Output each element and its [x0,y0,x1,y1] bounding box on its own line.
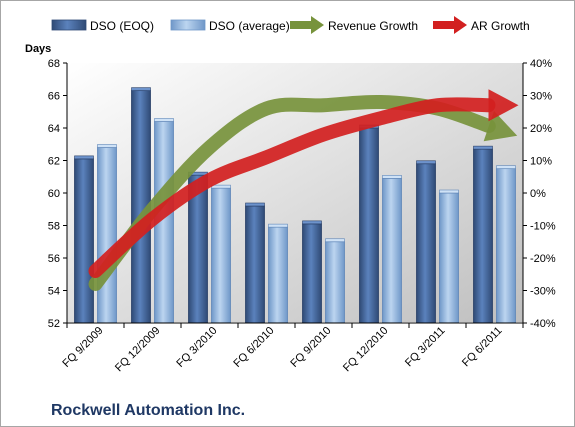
bar-dso-average [97,147,117,324]
bar-top-dso-average [382,175,402,179]
bar-top-dso-eoq [131,87,151,91]
bar-top-dso-average [211,184,231,189]
legend-label-ar-growth: AR Growth [471,19,530,33]
legend-swatch-revenue-growth [290,16,324,34]
y-tick-label: 60 [48,188,60,200]
bar-top-dso-average [496,165,516,169]
y-tick-label: 66 [48,91,60,103]
legend-label-dso-eoq: DSO (EOQ) [90,19,154,33]
legend-swatch-ar-growth [433,16,467,34]
y2-axis-ticks: -40% -30% -20% -10% 0% 10% 20% 30% 40% [523,58,556,330]
bar-dso-average [382,177,402,324]
y2-tick-label: -20% [530,253,556,265]
bar-dso-average [325,241,345,324]
bar-dso-eoq [302,223,322,324]
legend-label-revenue-growth: Revenue Growth [328,19,418,33]
y2-tick-label: -40% [530,318,556,330]
y2-tick-label: 40% [530,58,552,70]
bar-top-dso-average [325,238,345,243]
x-tick-label: FQ 6/2010 [231,325,276,370]
y-tick-label: 56 [48,253,60,265]
x-tick-label: FQ 12/2009 [113,325,163,375]
bars-layer [74,87,516,324]
bar-dso-eoq [359,127,379,324]
bar-top-dso-average [268,223,288,228]
series-line-ar-growth [88,97,496,278]
legend-label-dso-average: DSO (average) [209,19,290,33]
legend-swatch-dso-average [170,19,206,31]
bar-dso-eoq [473,148,493,324]
x-axis-ticks: FQ 9/2009 FQ 12/2009 FQ 3/2010 FQ 6/2010 FQ … [60,323,524,375]
bar-top-dso-average [97,144,117,148]
y-tick-label: 52 [48,318,60,330]
bar-dso-eoq [416,163,436,324]
bar-dso-average [439,192,459,324]
y-tick-label: 62 [48,156,60,168]
bar-top-dso-eoq [302,220,322,225]
bar-dso-eoq [74,158,94,324]
x-tick-label: FQ 3/2011 [403,325,448,370]
y2-tick-label: -10% [530,221,556,233]
bar-top-dso-average [439,189,459,194]
y-tick-label: 54 [48,286,60,298]
y2-tick-label: 10% [530,156,552,168]
x-tick-label: FQ 6/2011 [460,325,505,370]
x-tick-label: FQ 9/2009 [60,325,105,370]
bar-top-dso-average [154,118,174,122]
x-tick-label: FQ 12/2010 [341,325,391,375]
y2-tick-label: -30% [530,286,556,298]
y2-tick-label: 30% [530,91,552,103]
x-tick-label: FQ 3/2010 [174,325,219,370]
bar-top-dso-eoq [473,145,493,150]
y-tick-label: 58 [48,221,60,233]
arrowhead-ar-growth [488,89,519,122]
arrows-layer [88,89,519,291]
bar-top-dso-eoq [416,160,436,165]
legend: DSO (EOQ) DSO (average) Revenue Growth A… [51,16,530,34]
y-tick-label: 68 [48,58,60,70]
bar-top-dso-eoq [74,155,94,160]
bar-dso-eoq [245,205,265,324]
y2-tick-label: 20% [530,123,552,135]
legend-swatch-dso-eoq [51,19,87,31]
chart-title: Rockwell Automation Inc. [51,402,245,419]
y2-tick-label: 0% [530,188,546,200]
y-tick-label: 64 [48,123,60,135]
y-axis-ticks: 52 54 56 58 60 62 64 66 68 [48,58,67,330]
bar-top-dso-eoq [245,202,265,207]
bar-dso-average [211,187,231,324]
bar-dso-average [496,168,516,324]
x-tick-label: FQ 9/2010 [288,325,333,370]
bar-dso-average [268,226,288,324]
y-axis-title: Days [25,43,51,55]
